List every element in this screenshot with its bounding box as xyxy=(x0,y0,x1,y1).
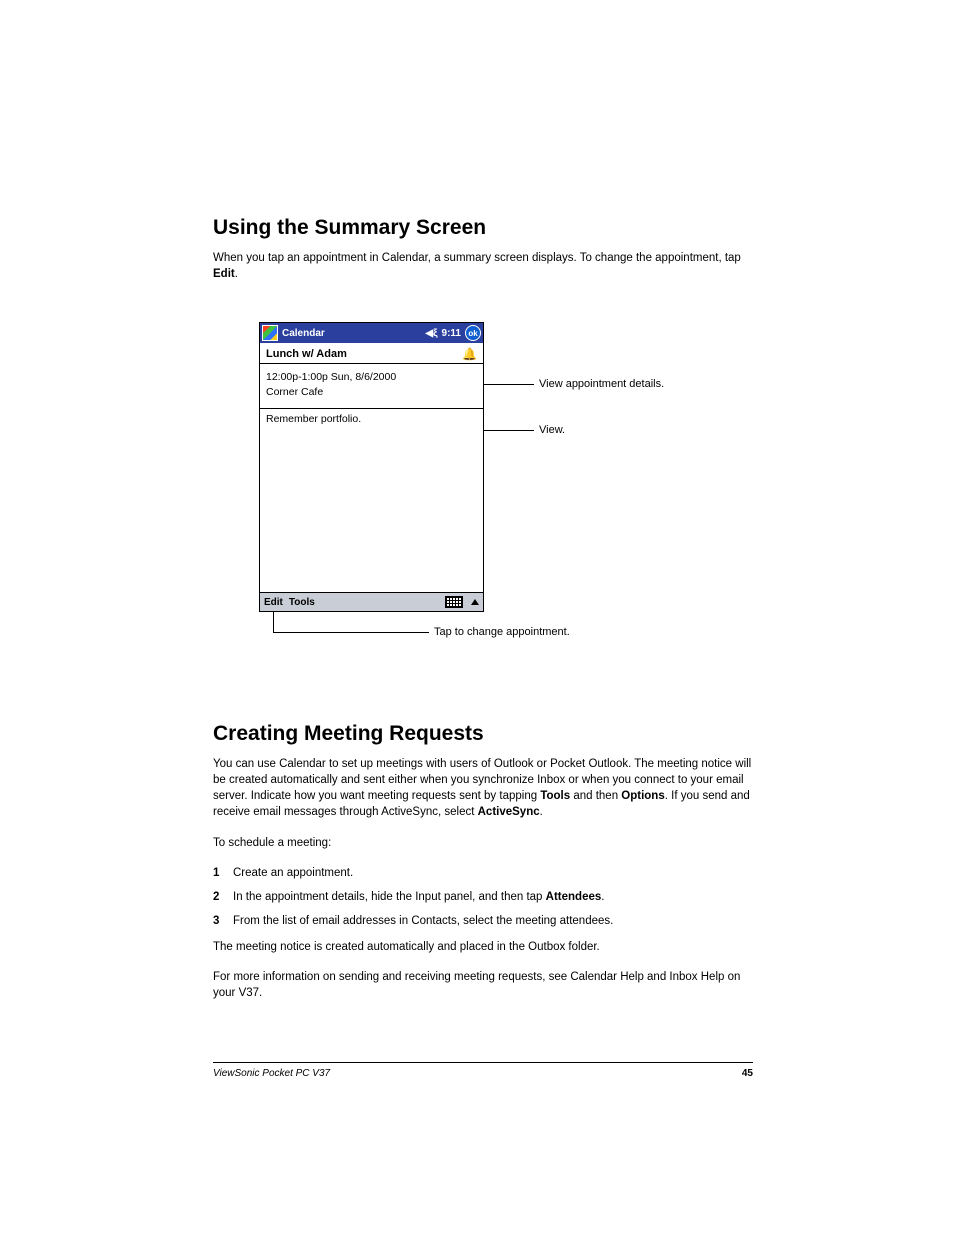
meeting-paragraph-4: For more information on sending and rece… xyxy=(213,969,753,1001)
sip-up-icon[interactable] xyxy=(471,599,479,605)
text: and then xyxy=(570,790,621,802)
keyboard-icon[interactable] xyxy=(445,596,463,608)
ok-button[interactable]: ok xyxy=(465,325,481,341)
titlebar: Calendar ◀ξ 9:11 ok xyxy=(260,323,483,343)
callout-tap-edit: Tap to change appointment. xyxy=(434,626,570,638)
appointment-title: Lunch w/ Adam xyxy=(266,348,347,360)
screenshot-figure: Calendar ◀ξ 9:11 ok Lunch w/ Adam 🔔 12:0… xyxy=(259,322,753,662)
list-item: 2 In the appointment details, hide the I… xyxy=(213,889,753,905)
appointment-details: 12:00p-1:00p Sun, 8/6/2000 Corner Cafe xyxy=(260,364,483,408)
text: . xyxy=(235,268,238,280)
bold-activesync: ActiveSync xyxy=(478,806,540,818)
text: . xyxy=(540,806,543,818)
heading-meeting: Creating Meeting Requests xyxy=(213,722,753,746)
reminder-icon[interactable]: 🔔 xyxy=(462,347,477,361)
list-item: 1 Create an appointment. xyxy=(213,865,753,881)
leader-line xyxy=(273,612,274,632)
text: In the appointment details, hide the Inp… xyxy=(233,891,546,903)
step-text: In the appointment details, hide the Inp… xyxy=(233,889,604,905)
bold-edit: Edit xyxy=(213,268,235,280)
detail-location: Corner Cafe xyxy=(266,385,477,400)
start-icon[interactable] xyxy=(262,325,278,341)
heading-summary: Using the Summary Screen xyxy=(213,216,753,240)
pocketpc-screenshot: Calendar ◀ξ 9:11 ok Lunch w/ Adam 🔔 12:0… xyxy=(259,322,484,612)
bold-options: Options xyxy=(621,790,664,802)
step-text: From the list of email addresses in Cont… xyxy=(233,913,613,929)
step-text: Create an appointment. xyxy=(233,865,353,881)
leader-line xyxy=(273,632,429,633)
step-number: 2 xyxy=(213,889,225,905)
page-number: 45 xyxy=(742,1068,753,1079)
leader-line xyxy=(484,430,534,431)
bold-attendees: Attendees xyxy=(546,891,602,903)
callout-details: View appointment details. xyxy=(539,378,664,390)
bold-tools: Tools xyxy=(540,790,570,802)
titlebar-time: 9:11 xyxy=(442,328,461,339)
list-item: 3 From the list of email addresses in Co… xyxy=(213,913,753,929)
detail-time: 12:00p-1:00p Sun, 8/6/2000 xyxy=(266,370,477,385)
text: . xyxy=(601,891,604,903)
titlebar-app: Calendar xyxy=(282,328,421,339)
bottom-menubar: Edit Tools xyxy=(260,592,483,611)
footer-product: ViewSonic Pocket PC V37 xyxy=(213,1068,330,1079)
speaker-icon[interactable]: ◀ξ xyxy=(425,328,437,339)
footer-rule xyxy=(213,1062,753,1063)
callout-view: View. xyxy=(539,424,565,436)
step-number: 3 xyxy=(213,913,225,929)
menu-edit[interactable]: Edit xyxy=(264,597,283,608)
text: When you tap an appointment in Calendar,… xyxy=(213,252,741,264)
menu-tools[interactable]: Tools xyxy=(289,597,315,608)
leader-line xyxy=(484,384,534,385)
page-footer: ViewSonic Pocket PC V37 45 xyxy=(213,1068,753,1079)
meeting-paragraph-2: To schedule a meeting: xyxy=(213,835,753,851)
summary-paragraph: When you tap an appointment in Calendar,… xyxy=(213,250,753,282)
steps-list: 1 Create an appointment. 2 In the appoin… xyxy=(213,865,753,929)
meeting-paragraph-3: The meeting notice is created automatica… xyxy=(213,939,753,955)
meeting-paragraph-1: You can use Calendar to set up meetings … xyxy=(213,756,753,820)
appointment-notes: Remember portfolio. xyxy=(260,409,483,429)
step-number: 1 xyxy=(213,865,225,881)
appointment-header: Lunch w/ Adam 🔔 xyxy=(260,343,483,364)
